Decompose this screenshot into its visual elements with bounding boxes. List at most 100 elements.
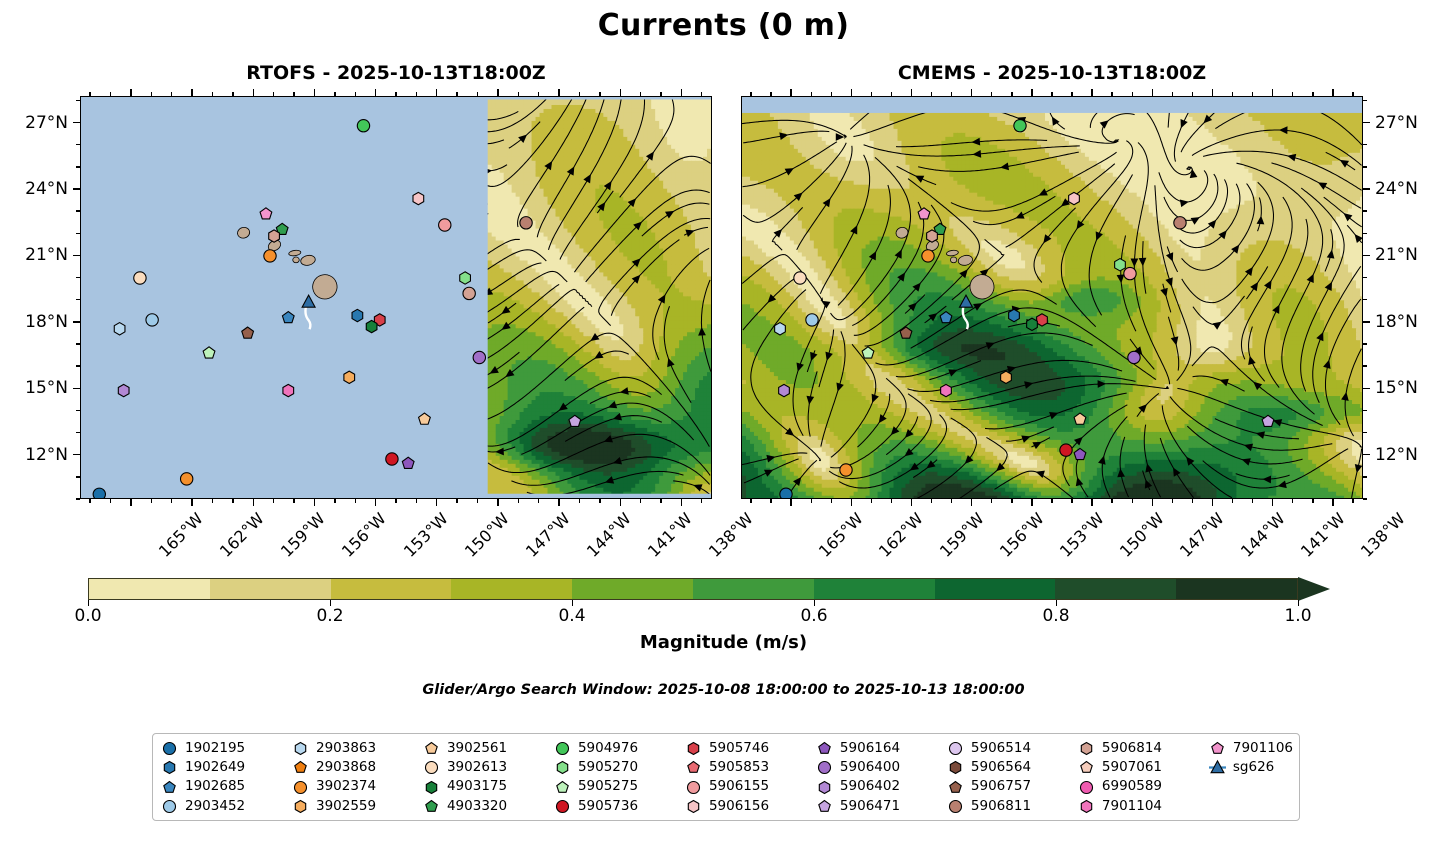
legend-item-5906564[interactable]: 5906564: [947, 758, 1078, 777]
legend-item-7901106[interactable]: 7901106: [1209, 739, 1293, 758]
marker-4903175[interactable]: [365, 319, 378, 334]
marker-5904976[interactable]: [356, 118, 371, 133]
legend-item-5906155[interactable]: 5906155: [685, 778, 816, 797]
legend-item-2903863[interactable]: 2903863: [292, 739, 423, 758]
legend-item-5904976[interactable]: 5904976: [554, 739, 685, 758]
marker-5906164[interactable]: [401, 456, 415, 469]
marker-2903863[interactable]: [774, 321, 786, 336]
legend-item-4903320[interactable]: 4903320: [423, 797, 554, 816]
legend-item-2903452[interactable]: 2903452: [161, 797, 292, 816]
legend-item-1902195[interactable]: 1902195: [161, 739, 292, 758]
marker-5905736[interactable]: [1059, 443, 1073, 457]
marker-5905270[interactable]: [1114, 257, 1126, 272]
legend-item-5906400[interactable]: 5906400: [816, 758, 947, 777]
legend-item-3902561[interactable]: 3902561: [423, 739, 554, 758]
marker-1902649[interactable]: [1008, 308, 1020, 323]
marker-5905736[interactable]: [385, 452, 399, 466]
marker-1902195[interactable]: [779, 487, 793, 499]
legend-item-5906156[interactable]: 5906156: [685, 797, 816, 816]
marker-5905746[interactable]: [1036, 313, 1048, 327]
marker-sg626[interactable]: [958, 294, 974, 308]
legend-item-1902649[interactable]: 1902649: [161, 758, 292, 777]
marker-1902685[interactable]: [281, 310, 295, 324]
marker-3902561[interactable]: [1073, 412, 1087, 425]
marker-5906155[interactable]: [438, 218, 452, 232]
platform-markers[interactable]: [774, 118, 1275, 499]
legend-box[interactable]: 1902195 1902649 1902685 2903452 2903863 29038…: [152, 733, 1300, 821]
marker-sg626[interactable]: [301, 294, 317, 308]
legend-marker-hexagon-icon: [423, 779, 440, 796]
legend-item-5906757[interactable]: 5906757: [947, 778, 1078, 797]
marker-3902374[interactable]: [921, 249, 935, 263]
marker-5905270[interactable]: [459, 271, 471, 285]
marker-5906757[interactable]: [899, 326, 913, 339]
marker-5905275[interactable]: [861, 346, 875, 359]
marker-4903320[interactable]: [275, 222, 289, 235]
legend-item-5905746[interactable]: 5905746: [685, 739, 816, 758]
marker-3902374[interactable]: [179, 472, 194, 486]
marker-3902374[interactable]: [839, 463, 853, 477]
legend-item-5906514[interactable]: 5906514: [947, 739, 1078, 758]
marker-5906814[interactable]: [462, 286, 476, 301]
marker-5906402[interactable]: [778, 383, 790, 398]
marker-5906400[interactable]: [472, 350, 487, 365]
legend-item-5906164[interactable]: 5906164: [816, 739, 947, 758]
legend-item-4903175[interactable]: 4903175: [423, 778, 554, 797]
marker-2903452[interactable]: [805, 313, 819, 327]
legend-item-6990589[interactable]: 6990589: [1078, 778, 1209, 797]
map-panel-cmems[interactable]: [741, 96, 1363, 499]
marker-5906814[interactable]: [268, 229, 280, 243]
map-panel-rtofs[interactable]: [80, 96, 712, 499]
marker-1902685[interactable]: [939, 310, 953, 324]
legend-item-1902685[interactable]: 1902685: [161, 778, 292, 797]
legend-item-5905853[interactable]: 5905853: [685, 758, 816, 777]
marker-5906402[interactable]: [117, 383, 130, 398]
legend-item-5905736[interactable]: 5905736: [554, 797, 685, 816]
marker-5906156[interactable]: [412, 191, 425, 206]
legend-item-5905275[interactable]: 5905275: [554, 778, 685, 797]
marker-5906471[interactable]: [568, 414, 582, 428]
marker-7901104[interactable]: [940, 383, 952, 398]
legend-item-5906814[interactable]: 5906814: [1078, 739, 1209, 758]
marker-3902613[interactable]: [793, 271, 807, 285]
legend-item-7901104[interactable]: 7901104: [1078, 797, 1209, 816]
marker-5906400[interactable]: [1127, 350, 1141, 365]
marker-1902195[interactable]: [92, 487, 107, 499]
marker-7901106[interactable]: [259, 207, 273, 220]
marker-5905275[interactable]: [202, 346, 216, 359]
marker-3902561[interactable]: [417, 412, 431, 425]
marker-5906814[interactable]: [926, 229, 938, 243]
colorbar[interactable]: [88, 577, 1330, 601]
legend-item-2903868[interactable]: 2903868: [292, 758, 423, 777]
legend-item-5906402[interactable]: 5906402: [816, 778, 947, 797]
marker-5906155[interactable]: [1123, 266, 1137, 281]
marker-1902649[interactable]: [351, 308, 364, 323]
legend-item-5905270[interactable]: 5905270: [554, 758, 685, 777]
marker-5906811[interactable]: [1173, 216, 1187, 230]
legend-item-5906811[interactable]: 5906811: [947, 797, 1078, 816]
legend-item-3902559[interactable]: 3902559: [292, 797, 423, 816]
marker-7901106[interactable]: [917, 207, 931, 220]
marker-2903452[interactable]: [145, 313, 159, 327]
legend-item-3902374[interactable]: 3902374: [292, 778, 423, 797]
marker-4903320[interactable]: [933, 222, 947, 235]
legend-item-sg626[interactable]: sg626: [1208, 758, 1293, 777]
marker-2903863[interactable]: [113, 321, 126, 336]
marker-5906757[interactable]: [241, 326, 255, 339]
platform-markers[interactable]: [92, 118, 582, 499]
marker-3902559[interactable]: [1000, 370, 1012, 385]
marker-5906164[interactable]: [1073, 447, 1087, 461]
legend-item-5907061[interactable]: 5907061: [1078, 758, 1209, 777]
marker-5906811[interactable]: [519, 216, 533, 230]
marker-3902559[interactable]: [343, 370, 356, 385]
marker-5904976[interactable]: [1013, 118, 1027, 133]
marker-3902374[interactable]: [263, 249, 277, 263]
y-tick-minor: [76, 276, 80, 279]
marker-5906471[interactable]: [1261, 414, 1275, 428]
marker-5906156[interactable]: [1068, 191, 1080, 206]
marker-3902613[interactable]: [133, 271, 147, 285]
marker-4903175[interactable]: [1026, 317, 1038, 332]
legend-item-5906471[interactable]: 5906471: [816, 797, 947, 816]
legend-item-3902613[interactable]: 3902613: [423, 758, 554, 777]
marker-7901104[interactable]: [282, 383, 295, 398]
